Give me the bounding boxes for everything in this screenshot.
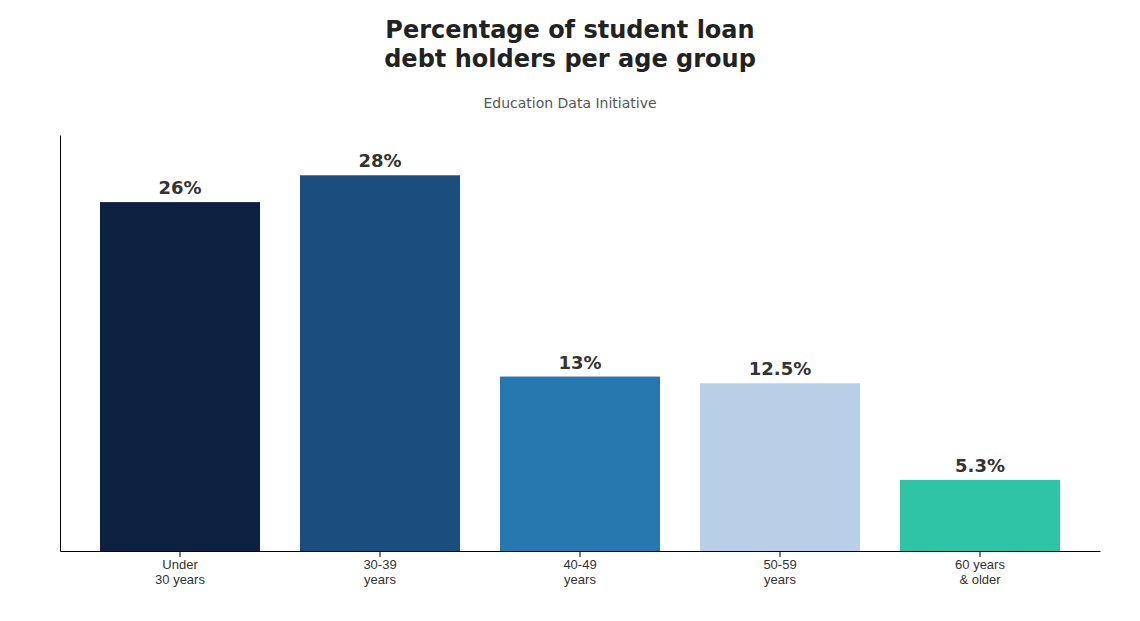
- x-tick-mark: [780, 551, 781, 557]
- data-label: 26%: [158, 177, 201, 198]
- x-tick-label: Under30 years: [155, 557, 205, 587]
- x-tick: 30-39years: [363, 551, 396, 587]
- title: Percentage of student loandebt holders p…: [384, 16, 756, 73]
- x-tick-label: 40-49years: [563, 557, 596, 587]
- data-label: 12.5%: [749, 358, 811, 379]
- x-tick: 60 years& older: [955, 551, 1005, 587]
- x-tick-mark: [980, 551, 981, 557]
- data-labels: 26% 28% 13% 12.5% 5.3%: [158, 150, 1005, 476]
- data-label: 5.3%: [955, 455, 1005, 476]
- x-tick-label: 30-39years: [363, 557, 396, 587]
- plot: 26% 28% 13% 12.5% 5.3% Under30 years 30-39year…: [61, 136, 1101, 588]
- x-tick-mark: [580, 551, 581, 557]
- x-axis: Under30 years 30-39years 40-49years 50-59ye…: [61, 551, 1101, 587]
- bar: [700, 383, 860, 551]
- x-tick: 40-49years: [563, 551, 596, 587]
- x-tick-label: 60 years& older: [955, 557, 1005, 587]
- data-label: 13%: [558, 352, 601, 373]
- x-tick: Under30 years: [155, 551, 205, 587]
- bar: [900, 480, 1060, 551]
- y-axis-line: [60, 136, 61, 552]
- bars: [100, 175, 1060, 551]
- data-label: 28%: [358, 150, 401, 171]
- y-axis: [60, 136, 61, 552]
- x-tick-mark: [180, 551, 181, 557]
- bar: [100, 202, 260, 551]
- x-tick-mark: [380, 551, 381, 557]
- bar: [300, 175, 460, 551]
- x-tick-label: 50-59years: [763, 557, 796, 587]
- x-tick: 50-59years: [763, 551, 796, 587]
- bar: [500, 377, 660, 551]
- annotation: Education Data Initiative: [483, 95, 656, 111]
- chart: Percentage of student loandebt holders p…: [0, 0, 1140, 621]
